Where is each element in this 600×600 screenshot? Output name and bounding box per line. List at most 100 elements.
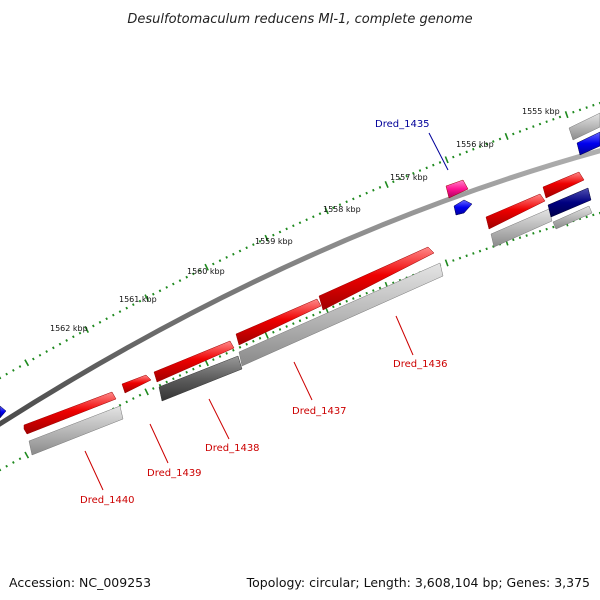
gene-dred1437[interactable] [235,298,322,346]
scale-minor-tick [92,324,95,328]
scale-minor-tick [0,468,2,472]
scale-minor-tick [425,166,428,170]
scale-minor-tick [538,122,542,126]
scale-minor-tick [352,297,355,300]
scale-minor-tick [225,352,228,355]
scale-minor-tick [138,393,142,397]
scale-major-tick [564,111,569,119]
gene-dred1440[interactable] [23,391,117,435]
gene-blue-left-edge[interactable] [0,405,7,419]
track-box-1438 [158,355,243,402]
scale-major-tick [264,331,269,339]
scale-minor-tick [438,161,442,164]
scale-minor-tick [472,147,475,151]
scale-minor-tick [32,357,35,361]
scale-minor-tick [358,294,362,298]
scale-minor-tick [212,262,215,266]
gene-dred1434a[interactable] [485,193,546,230]
gene-label-dred1440[interactable]: Dred_1440 [80,495,135,506]
scale-minor-tick [465,150,468,154]
scale-minor-tick [472,252,475,255]
gene-gray-upper-right[interactable] [568,112,600,141]
scale-minor-tick [512,132,515,136]
gene-blue-small[interactable] [453,199,473,216]
scale-minor-tick [198,364,202,368]
scale-major-tick [444,156,449,164]
track-box-1440 [28,405,124,456]
gene-dred1435[interactable] [445,179,469,199]
scale-minor-tick [185,275,189,279]
scale-label: 1556 kbp [456,140,494,149]
scale-label: 1561 kbp [119,295,157,304]
scale-label: 1560 kbp [187,267,225,276]
scale-major-tick [324,207,329,215]
gene-dred1436[interactable] [318,246,435,311]
gene-dred1438[interactable] [153,340,235,383]
scale-minor-tick [172,377,175,381]
scale-minor-tick [272,233,275,237]
gene-label-dred1437[interactable]: Dred_1437 [292,406,347,417]
callout-line-dred1440 [84,450,104,491]
callout-line-dred1435 [428,132,449,171]
scale-minor-tick [452,259,455,262]
scale-minor-tick [118,310,122,314]
gene-dred1439[interactable] [121,374,152,394]
scale-minor-tick [365,191,368,195]
scale-major-tick [144,388,149,396]
scale-minor-tick [332,206,335,210]
map-title: Desulfotomaculum reducens MI-1, complete… [127,12,472,27]
scale-minor-tick [492,245,495,248]
callout-line-dred1438 [208,398,230,440]
track-box-right [490,208,553,248]
scale-minor-tick [65,339,68,342]
scale-minor-tick [292,224,295,228]
scale-minor-tick [165,285,168,289]
scale-minor-tick [345,299,348,303]
scale-minor-tick [112,313,115,317]
scale-minor-tick [392,180,395,184]
gene-blue-upper-right[interactable] [576,131,600,156]
scale-minor-tick [405,174,408,178]
scale-minor-tick [552,225,555,229]
scale-minor-tick [305,316,308,320]
scale-minor-tick [278,230,282,234]
scale-minor-tick [245,342,248,346]
gene-label-dred1436[interactable]: Dred_1436 [393,359,448,370]
scale-minor-tick [125,306,129,310]
scale-minor-tick [345,200,348,204]
scale-minor-tick [432,163,435,167]
scale-minor-tick [218,259,222,263]
scale-minor-tick [252,339,255,343]
scale-minor-tick [238,345,242,349]
gene-label-dred1439[interactable]: Dred_1439 [147,468,202,479]
gene-label-dred1435[interactable]: Dred_1435 [375,119,430,130]
scale-minor-tick [138,299,142,303]
scale-minor-tick [252,243,255,246]
scale-minor-tick [185,370,188,374]
scale-minor-tick [258,239,262,243]
scale-minor-tick [238,249,242,253]
scale-label: 1557 kbp [390,173,428,182]
gene-label-dred1438[interactable]: Dred_1438 [205,443,260,454]
scale-minor-tick [298,319,302,323]
scale-major-tick [264,234,269,242]
scale-minor-tick [272,330,275,334]
scale-minor-tick [292,322,295,325]
scale-minor-tick [78,331,82,335]
scale-major-tick [444,259,449,267]
scale-minor-tick [151,292,155,296]
scale-minor-tick [532,125,535,128]
scale-minor-tick [18,457,22,461]
scale-minor-tick [218,355,222,358]
scale-ruler: 1555 kbp 1556 kbp 1557 kbp 1558 kbp 1559… [0,101,600,472]
gene-dred1434b[interactable] [542,171,585,199]
scale-minor-tick [258,336,262,340]
scale-minor-tick [352,197,355,201]
callout-line-dred1439 [149,423,169,464]
scale-minor-tick [318,212,322,216]
scale-minor-tick [178,374,182,377]
callout-line-dred1437 [293,361,313,401]
scale-minor-tick [285,227,288,231]
scale-minor-tick [245,246,248,250]
scale-minor-tick [458,256,462,260]
